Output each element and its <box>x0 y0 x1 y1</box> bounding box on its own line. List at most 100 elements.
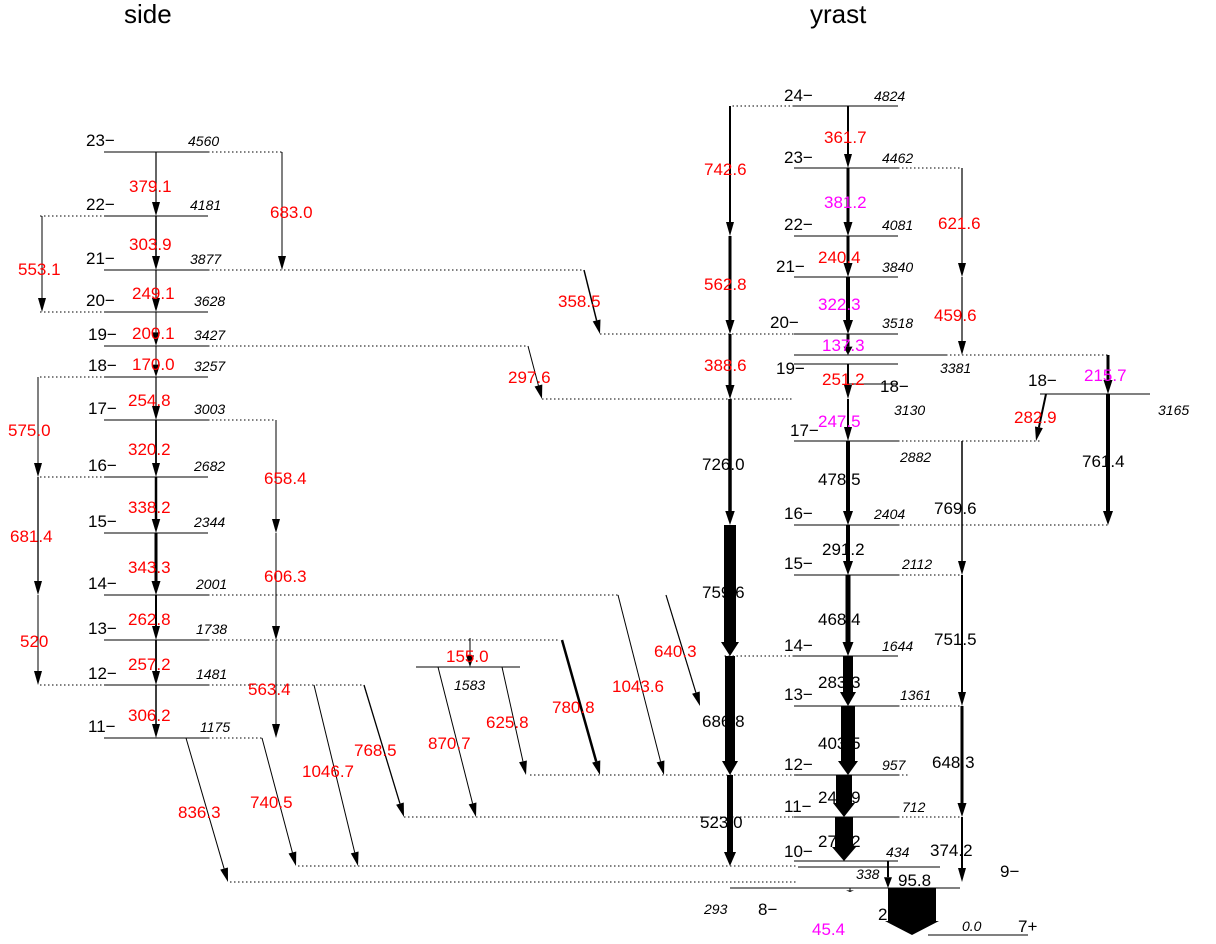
level-spin: 20− <box>770 313 799 332</box>
level-energy: 2001 <box>195 576 227 592</box>
gamma-energy: 322.3 <box>818 295 861 314</box>
level-spin: 12− <box>88 664 117 683</box>
gamma-energy: 254.8 <box>128 391 171 410</box>
level-energy: 3628 <box>194 293 225 309</box>
gamma-energy: 648.3 <box>932 753 975 772</box>
transition-arrowhead <box>468 802 477 817</box>
transition-arrowhead <box>721 642 739 656</box>
gamma-energy: 761.4 <box>1082 452 1125 471</box>
transition-line <box>185 737 225 869</box>
gamma-energy: 403.5 <box>818 734 861 753</box>
level-spin: 8− <box>758 900 777 919</box>
gamma-energy: 1046.7 <box>302 762 354 781</box>
transition-arrowhead <box>152 364 160 377</box>
level-spin: 13− <box>784 685 813 704</box>
gamma-energy: 780.8 <box>552 698 595 717</box>
transition-arrowhead <box>152 202 160 216</box>
level-energy: 3877 <box>190 251 222 267</box>
level-energy: 3518 <box>882 315 913 331</box>
level-spin: 22− <box>86 195 115 214</box>
transition-arrowhead <box>958 868 966 882</box>
level-spin: 18− <box>1028 371 1057 390</box>
gamma-energy: 361.7 <box>824 128 867 147</box>
transition-arrowhead <box>1103 380 1113 394</box>
transition-arrowhead <box>832 847 856 861</box>
gamma-energy: 1043.6 <box>612 677 664 696</box>
transition-arrowhead <box>843 561 853 575</box>
transition-line <box>527 345 539 386</box>
level-spin: 10− <box>784 842 813 861</box>
level-energy: 2112 <box>901 556 932 572</box>
level-spin: 18− <box>880 377 909 396</box>
gamma-energy: 751.5 <box>934 630 977 649</box>
gamma-energy: 338.2 <box>128 498 171 517</box>
level-spin: 13− <box>88 619 117 638</box>
transition-arrowhead <box>151 581 161 595</box>
gamma-energy: 606.3 <box>264 567 307 586</box>
gamma-energy: 240.4 <box>818 248 861 267</box>
transition-arrowhead <box>466 655 474 667</box>
transition-line <box>583 269 598 321</box>
side-band-title: side <box>124 0 172 29</box>
level-energy: 4462 <box>882 150 913 166</box>
labels: 23− 4560 22− 4181 21− 3877 20− 3628 19− 3427 18− 32… <box>8 86 1189 939</box>
gamma-energy: 137.3 <box>822 336 865 355</box>
transition-arrowhead <box>840 692 856 706</box>
level-spin: 16− <box>88 456 117 475</box>
gamma-energy: 200.1 <box>132 324 175 343</box>
level-energy: 957 <box>882 757 907 773</box>
transition-arrowhead <box>34 581 42 595</box>
transition-arrowhead <box>656 760 665 775</box>
transition-arrowhead <box>844 154 852 168</box>
level-energy: 3840 <box>882 259 913 275</box>
level-energy: 1583 <box>454 677 485 693</box>
gamma-energy: 740.5 <box>250 793 293 812</box>
level-energy: 4081 <box>882 217 913 233</box>
transition-arrowhead <box>272 519 280 533</box>
level-spin: 17− <box>88 399 117 418</box>
gamma-energy: 293.0 <box>878 905 921 924</box>
transition-arrowhead <box>272 626 280 640</box>
transition-arrowhead <box>958 341 966 355</box>
transition-arrowhead <box>725 320 735 334</box>
transition-arrowhead <box>1103 511 1113 525</box>
transition-arrowhead <box>958 692 966 706</box>
gamma-energy: 640.3 <box>654 642 697 661</box>
gamma-energy: 247.5 <box>818 412 861 431</box>
gamma-energy: 870.7 <box>428 734 471 753</box>
gamma-energy: 726.0 <box>702 455 745 474</box>
level-energy: 4560 <box>188 133 219 149</box>
transition-line <box>617 594 662 762</box>
gamma-energy: 45.4 <box>812 920 845 939</box>
gamma-energy: 625.8 <box>486 713 529 732</box>
transition-arrowhead <box>884 877 892 888</box>
gamma-energy: 283.3 <box>818 673 861 692</box>
gamma-energy: 459.6 <box>934 306 977 325</box>
transition-line <box>665 594 697 693</box>
gamma-energy: 553.1 <box>18 260 61 279</box>
gamma-energy: 251.2 <box>822 370 865 389</box>
level-energy: 1361 <box>900 687 931 703</box>
level-energy: 3257 <box>194 358 226 374</box>
transition-arrowhead <box>843 511 853 525</box>
transition-line <box>560 639 598 762</box>
gamma-energy: 523.0 <box>700 813 743 832</box>
level-energy: 434 <box>886 844 910 860</box>
transition-arrowhead <box>592 760 601 775</box>
transition-arrowhead <box>725 511 735 525</box>
level-energy: 1738 <box>196 621 227 637</box>
transition-arrowhead <box>278 256 286 270</box>
level-spin: 23− <box>784 148 813 167</box>
level-energy: 293 <box>703 901 728 917</box>
gamma-energy: 768.5 <box>354 741 397 760</box>
gamma-energy: 343.3 <box>128 558 171 577</box>
gamma-energy: 478.5 <box>818 470 861 489</box>
transition-arrowhead <box>725 385 735 399</box>
gamma-energy: 358.5 <box>558 292 601 311</box>
transition-arrowhead <box>724 852 736 866</box>
gamma-energy: 215.7 <box>1084 366 1127 385</box>
transition-arrowhead <box>726 222 734 236</box>
gamma-energy: 575.0 <box>8 421 51 440</box>
transition-arrowhead <box>152 671 160 685</box>
